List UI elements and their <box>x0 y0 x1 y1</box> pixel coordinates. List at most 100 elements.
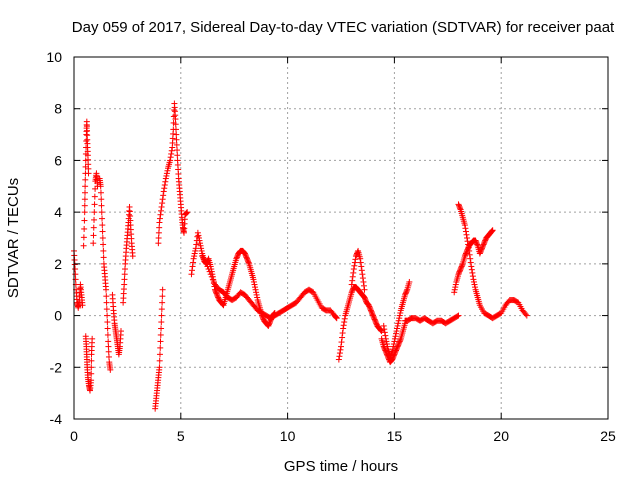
data-point <box>81 196 88 203</box>
data-point <box>392 333 399 340</box>
data-point <box>360 278 367 285</box>
data-point <box>391 335 398 342</box>
data-point <box>471 281 478 288</box>
data-point <box>482 237 489 244</box>
data-point <box>91 201 98 208</box>
data-point <box>406 278 413 285</box>
data-point <box>454 313 461 320</box>
data-point <box>234 253 241 260</box>
data-point <box>156 215 163 222</box>
data-point <box>480 242 487 249</box>
data-point <box>251 281 258 288</box>
data-point <box>340 325 347 332</box>
data-point <box>381 329 388 336</box>
data-point <box>339 334 346 341</box>
data-point <box>371 315 378 322</box>
data-point <box>465 241 472 248</box>
data-point <box>89 335 96 342</box>
data-point <box>367 306 374 313</box>
data-point <box>173 131 180 138</box>
data-point <box>488 228 495 235</box>
data-point <box>384 343 391 350</box>
data-point <box>396 338 403 345</box>
data-point <box>244 255 251 262</box>
data-point <box>479 244 486 251</box>
data-point <box>393 330 400 337</box>
data-point <box>389 348 396 355</box>
data-point <box>457 267 464 274</box>
data-point <box>245 258 252 265</box>
x-tick-label: 0 <box>70 428 78 444</box>
data-point <box>121 271 128 278</box>
data-point <box>172 121 179 128</box>
data-point <box>192 247 199 254</box>
data-point <box>163 172 170 179</box>
data-point <box>351 259 358 266</box>
data-point <box>157 338 164 345</box>
data-point <box>213 290 220 297</box>
data-point <box>242 253 249 260</box>
data-point <box>336 353 343 360</box>
data-point <box>167 157 174 164</box>
data-point <box>372 319 379 326</box>
data-point <box>383 341 390 348</box>
data-point <box>458 263 465 270</box>
data-point <box>157 344 164 351</box>
data-point <box>474 241 481 248</box>
data-point <box>162 178 169 185</box>
data-point <box>163 170 170 177</box>
data-point <box>219 301 226 308</box>
data-point <box>390 341 397 348</box>
data-point <box>469 269 476 276</box>
data-point <box>99 215 106 222</box>
data-point <box>395 320 402 327</box>
data-point <box>378 327 385 334</box>
data-point <box>396 312 403 319</box>
data-point <box>195 235 202 241</box>
data-point <box>477 249 484 256</box>
data-point <box>159 200 166 207</box>
data-point <box>72 266 79 273</box>
data-point <box>348 289 355 296</box>
data-point <box>250 276 257 283</box>
data-point <box>252 286 259 293</box>
data-point <box>105 338 112 345</box>
data-point <box>161 185 168 192</box>
data-point <box>88 364 95 371</box>
data-point <box>388 351 395 358</box>
data-point <box>349 288 356 295</box>
data-point <box>189 263 196 270</box>
data-point <box>157 331 164 338</box>
data-point <box>522 311 529 318</box>
data-point <box>117 328 124 335</box>
data-point <box>357 255 364 262</box>
data-point <box>456 203 463 210</box>
x-tick-label: 20 <box>493 428 509 444</box>
data-point <box>188 271 195 278</box>
data-point <box>470 278 477 285</box>
y-tick-label: 6 <box>54 152 62 168</box>
data-point <box>349 273 356 280</box>
data-point <box>98 209 105 216</box>
data-point <box>361 286 368 293</box>
data-point <box>458 264 465 271</box>
data-point <box>156 219 163 226</box>
data-point <box>91 209 98 216</box>
data-point <box>191 253 198 260</box>
data-point <box>90 224 97 231</box>
data-point <box>366 303 373 310</box>
data-point <box>254 294 261 301</box>
data-point <box>174 147 181 154</box>
data-point <box>103 299 110 306</box>
data-point <box>336 350 343 357</box>
data-point <box>265 322 272 329</box>
y-tick-label: -4 <box>50 411 63 427</box>
data-point <box>98 202 105 209</box>
data-point <box>97 183 104 190</box>
data-point <box>90 240 97 247</box>
data-point <box>214 291 221 298</box>
data-point <box>387 353 394 360</box>
data-point <box>172 126 179 133</box>
data-point <box>370 312 377 319</box>
data-point <box>168 147 175 154</box>
